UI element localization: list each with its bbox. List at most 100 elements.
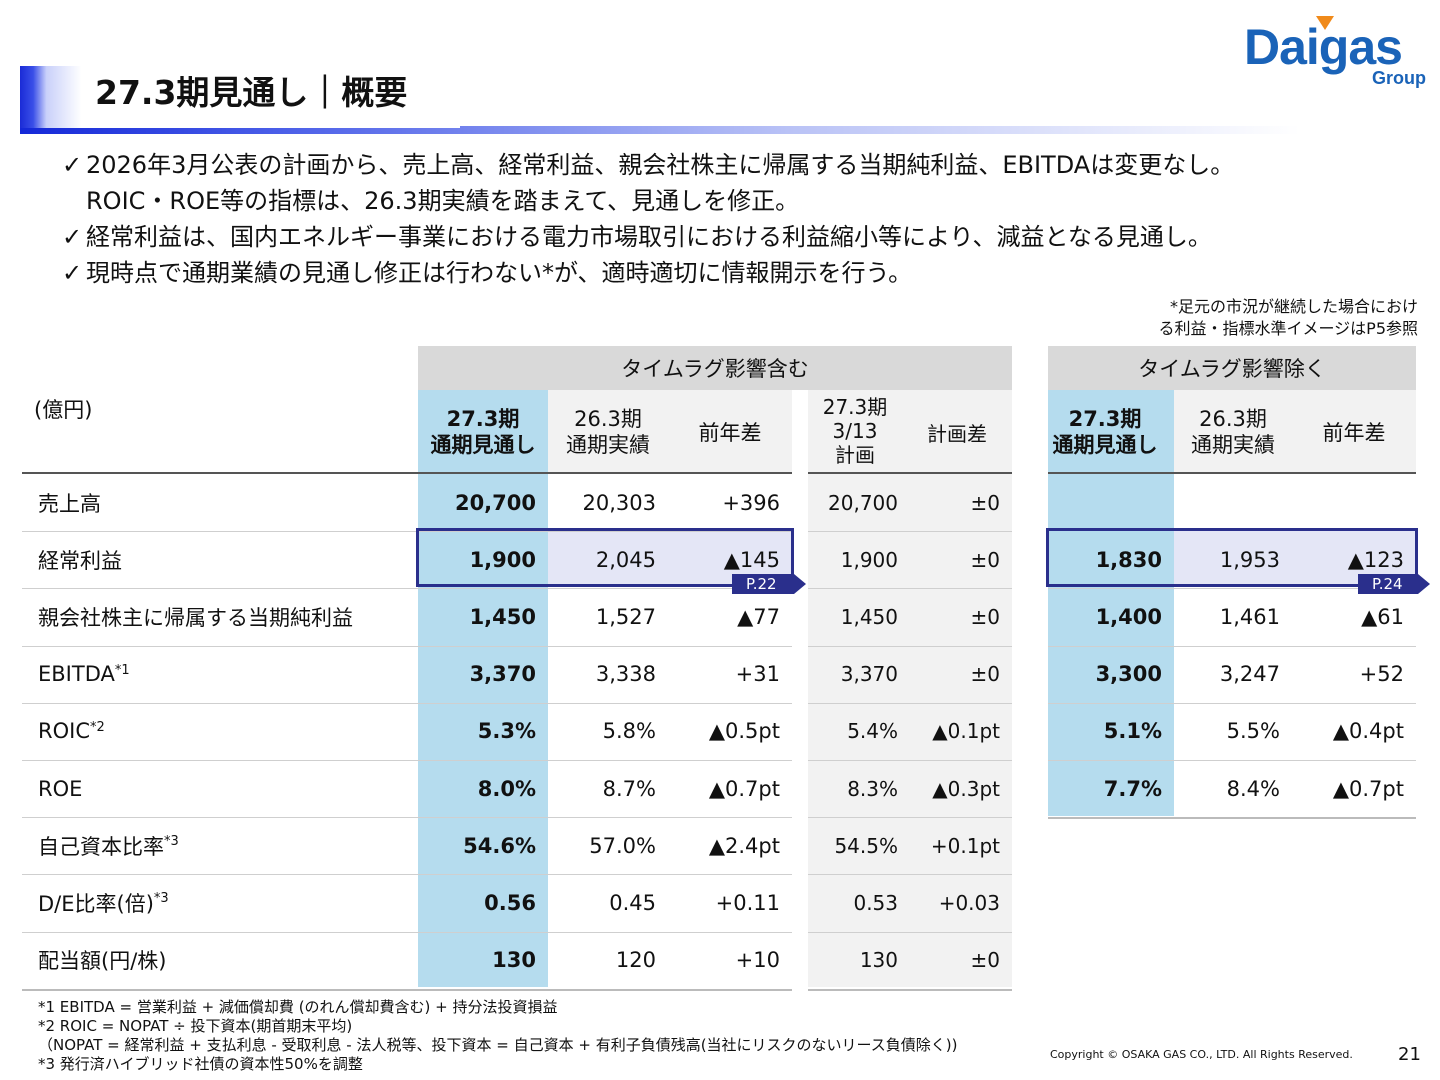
header-actual-2: 26.3期 通期実績 [1191,407,1275,457]
table-cell: 57.0% [589,833,656,858]
row-separator [22,988,792,991]
row-label: 経常利益 [38,548,122,573]
bullet-3: ✓ 現時点で通期業績の見通し修正は行わない*が、適時適切に情報開示を行う。 [62,256,912,290]
table-cell: 20,700 [454,490,536,515]
table-cell: ▲145 [723,547,780,572]
table-cell: 1,450 [840,604,898,629]
header-bg-2 [1174,390,1416,472]
row-separator [22,874,792,876]
table-cell: 1,900 [469,547,536,572]
row-separator [808,588,1012,590]
table-cell: 5.4% [847,719,898,744]
table-cell: 54.6% [463,833,536,858]
table-cell: 8.3% [847,776,898,801]
title-accent [20,66,460,128]
check-icon: ✓ [62,259,83,287]
table-cell: ±0 [970,604,1000,629]
row-separator [22,588,792,590]
table-cell: 1,450 [469,604,536,629]
header-yoy: 前年差 [698,421,762,445]
footnote-3: *3 発行済ハイブリッド社債の資本性50%を調整 [38,1055,363,1073]
header-rule [22,472,792,474]
table-cell: ±0 [970,948,1000,973]
header-forecast: 27.3期 通期見通し [430,407,536,457]
ordinary-profit-box-2 [1046,528,1418,587]
header-plan-diff: 計画差 [927,421,987,446]
table-cell: 130 [859,948,898,973]
page-ref-tag-p24[interactable]: P.24 [1358,574,1430,594]
page-title: 27.3期見通し｜概要 [95,73,408,112]
row-separator [808,988,1012,991]
row-separator [1048,817,1416,820]
row-separator [808,645,1012,647]
table-cell: ▲0.5pt [708,719,780,744]
table-cell: 1,830 [1095,547,1162,572]
row-label: 親会社株主に帰属する当期純利益 [38,605,353,630]
table-cell: ▲0.1pt [932,719,1000,744]
table-cell: 5.3% [477,719,536,744]
bullet-1-continuation: ROIC・ROE等の指標は、26.3期実績を踏まえて、見通しを修正。 [86,187,800,215]
table-cell: 5.5% [1226,719,1280,744]
table-cell: 3,370 [469,662,536,687]
row-separator [1048,645,1416,647]
row-separator [22,531,792,533]
table-cell: 20,700 [828,490,898,515]
table-cell: +52 [1359,662,1404,687]
table-cell: 54.5% [834,833,898,858]
check-icon: ✓ [62,151,83,179]
row-separator [808,760,1012,761]
row-label: 配当額(円/株) [38,949,167,974]
group-header-with-timelag: タイムラグ影響含む [418,346,1012,390]
table-cell: ▲77 [737,604,780,629]
table-cell: ▲0.3pt [932,776,1000,801]
check-icon: ✓ [62,223,83,251]
group-header-without-timelag: タイムラグ影響除く [1048,346,1416,390]
row-separator [22,645,792,647]
header-bg [548,390,792,472]
table-cell: 120 [615,948,656,973]
table-cell: 8.0% [477,776,536,801]
header-rule-2 [1048,472,1416,474]
daigas-logo: Daigas Group [1244,16,1430,92]
logo-word: Daigas [1244,19,1403,75]
table-cell: 0.45 [609,890,656,915]
row-label: ROE [38,776,83,801]
title-underline [20,126,1300,134]
row-separator [1048,760,1416,761]
table-cell: 2,045 [595,547,656,572]
row-separator [808,702,1012,704]
page-ref-tag-p22[interactable]: P.22 [732,574,806,594]
header-forecast-2: 27.3期 通期見通し [1052,407,1158,457]
table-cell: ▲123 [1347,547,1404,572]
unit-label: (億円) [34,398,93,422]
row-separator [22,817,792,819]
table-cell: +31 [735,662,780,687]
row-separator [1048,588,1416,590]
table-cell: ▲0.7pt [708,776,780,801]
table-cell: 1,400 [1095,604,1162,629]
table-cell: 3,370 [840,662,898,687]
table-cell: 5.1% [1103,719,1162,744]
table-cell: +396 [722,490,780,515]
footnote-1: *1 EBITDA = 営業利益 + 減価償却費 (のれん償却費含む) + 持分… [38,998,558,1016]
table-cell: 3,338 [595,662,656,687]
table-cell: +0.03 [938,890,1000,915]
note-market-conditions: *足元の市況が継続した場合におけ る利益・指標水準イメージはP5参照 [1158,297,1418,338]
footnotes: *1 EBITDA = 営業利益 + 減価償却費 (のれん償却費含む) + 持分… [38,998,958,1074]
table-cell: 8.4% [1226,776,1280,801]
plan-column-bg [808,390,1012,987]
header-actual: 26.3期 通期実績 [566,407,650,457]
table-cell: ±0 [970,547,1000,572]
bullet-1: ✓ 2026年3月公表の計画から、売上高、経常利益、親会社株主に帰属する当期純利益… [62,148,1234,182]
header-yoy-2: 前年差 [1322,421,1386,445]
table-cell: ▲61 [1361,604,1404,629]
table-cell: 3,300 [1095,662,1162,687]
table-cell: ▲0.4pt [1332,719,1404,744]
row-label: EBITDA *1 [38,662,130,687]
table-cell: 1,953 [1219,547,1280,572]
row-label: ROIC *2 [38,719,105,744]
table-cell: 3,247 [1219,662,1280,687]
row-separator [22,760,792,761]
row-separator [22,931,792,933]
page-number: 21 [1398,1044,1421,1065]
